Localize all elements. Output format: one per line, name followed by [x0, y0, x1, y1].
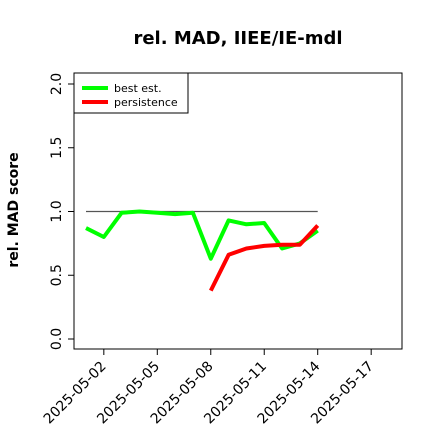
y-tick-label: 2.0 — [49, 73, 65, 95]
legend-label-persistence: persistence — [114, 96, 178, 109]
chart-title: rel. MAD, IIEE/IE-mdl — [133, 28, 342, 49]
plot-area — [85, 209, 320, 292]
y-tick-label: 0.0 — [49, 328, 65, 350]
series-line-persistence — [209, 224, 320, 292]
y-axis: 0.0 0.5 1.0 1.5 2.0 — [49, 73, 74, 350]
legend-label-best-est: best est. — [114, 82, 162, 95]
legend: best est. persistence — [73, 72, 189, 114]
y-tick-label: 0.5 — [49, 264, 65, 286]
legend-box — [73, 72, 189, 114]
x-axis: 2025-05-022025-05-052025-05-082025-05-11… — [41, 349, 377, 427]
y-axis-label: rel. MAD score — [6, 152, 22, 267]
series-line-best-est — [85, 209, 319, 261]
y-tick-label: 1.0 — [49, 200, 65, 222]
y-tick-label: 1.5 — [49, 137, 65, 159]
